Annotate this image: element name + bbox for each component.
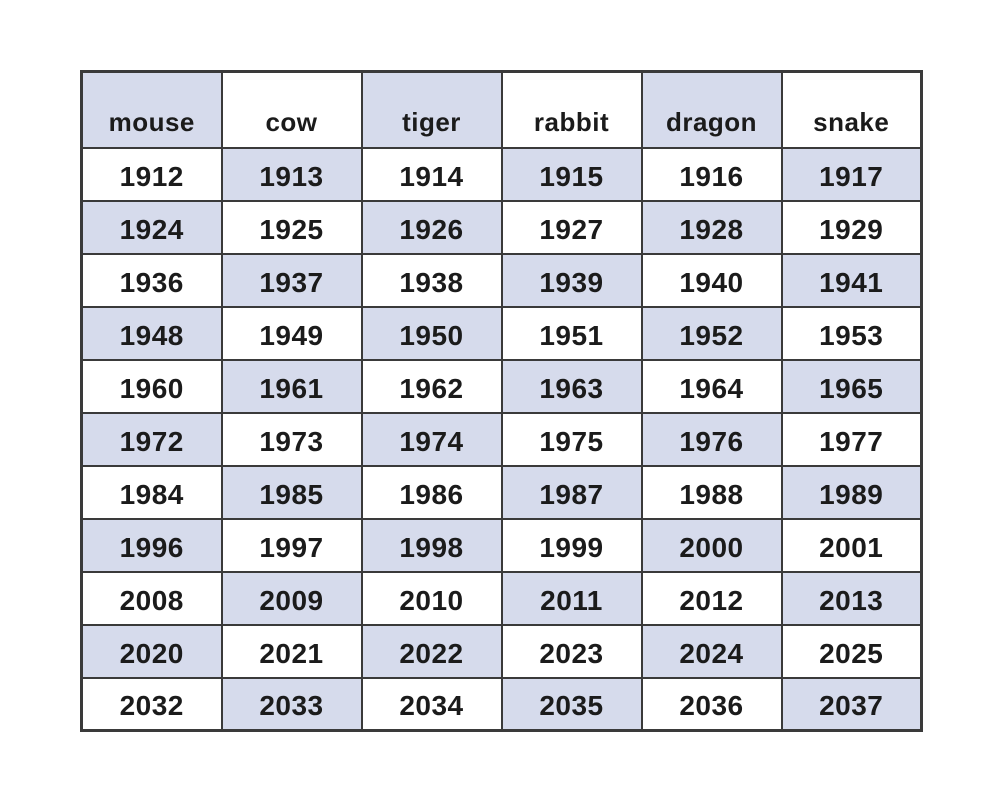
header-row: mouse cow tiger rabbit dragon snake: [80, 70, 923, 149]
year-cell: 2032: [80, 676, 223, 732]
year-cell: 2024: [640, 623, 783, 679]
year-cell: 1997: [220, 517, 363, 573]
year-cell: 2013: [780, 570, 923, 626]
zodiac-table-header: mouse cow tiger rabbit dragon snake: [80, 70, 923, 149]
year-cell: 1937: [220, 252, 363, 308]
year-cell: 2022: [360, 623, 503, 679]
year-cell: 2012: [640, 570, 783, 626]
table-row: 1960 1961 1962 1963 1964 1965: [80, 358, 923, 414]
year-cell: 2035: [500, 676, 643, 732]
year-cell: 1940: [640, 252, 783, 308]
year-cell: 1965: [780, 358, 923, 414]
year-cell: 1972: [80, 411, 223, 467]
table-row: 1996 1997 1998 1999 2000 2001: [80, 517, 923, 573]
year-cell: 1948: [80, 305, 223, 361]
year-cell: 1986: [360, 464, 503, 520]
year-cell: 1936: [80, 252, 223, 308]
table-row: 1936 1937 1938 1939 1940 1941: [80, 252, 923, 308]
year-cell: 1974: [360, 411, 503, 467]
table-row: 1924 1925 1926 1927 1928 1929: [80, 199, 923, 255]
year-cell: 1949: [220, 305, 363, 361]
year-cell: 2023: [500, 623, 643, 679]
year-cell: 1964: [640, 358, 783, 414]
zodiac-table-body: 1912 1913 1914 1915 1916 1917 1924 1925 1926 1927…: [80, 146, 923, 732]
table-row: 2032 2033 2034 2035 2036 2037: [80, 676, 923, 732]
year-cell: 2037: [780, 676, 923, 732]
year-cell: 1941: [780, 252, 923, 308]
table-row: 2008 2009 2010 2011 2012 2013: [80, 570, 923, 626]
year-cell: 1973: [220, 411, 363, 467]
year-cell: 1984: [80, 464, 223, 520]
column-header-mouse: mouse: [80, 70, 223, 149]
year-cell: 2033: [220, 676, 363, 732]
year-cell: 1927: [500, 199, 643, 255]
table-row: 1972 1973 1974 1975 1976 1977: [80, 411, 923, 467]
column-header-rabbit: rabbit: [500, 70, 643, 149]
column-header-snake: snake: [780, 70, 923, 149]
year-cell: 1916: [640, 146, 783, 202]
year-cell: 1925: [220, 199, 363, 255]
year-cell: 1924: [80, 199, 223, 255]
year-cell: 2025: [780, 623, 923, 679]
year-cell: 1938: [360, 252, 503, 308]
table-row: 2020 2021 2022 2023 2024 2025: [80, 623, 923, 679]
year-cell: 1977: [780, 411, 923, 467]
year-cell: 2010: [360, 570, 503, 626]
year-cell: 1985: [220, 464, 363, 520]
column-header-dragon: dragon: [640, 70, 783, 149]
year-cell: 1926: [360, 199, 503, 255]
year-cell: 1939: [500, 252, 643, 308]
year-cell: 1952: [640, 305, 783, 361]
year-cell: 2036: [640, 676, 783, 732]
zodiac-table: mouse cow tiger rabbit dragon snake 1912 1913 1…: [80, 70, 923, 732]
table-row: 1984 1985 1986 1987 1988 1989: [80, 464, 923, 520]
year-cell: 2009: [220, 570, 363, 626]
column-header-cow: cow: [220, 70, 363, 149]
year-cell: 2020: [80, 623, 223, 679]
year-cell: 1961: [220, 358, 363, 414]
year-cell: 1953: [780, 305, 923, 361]
year-cell: 1950: [360, 305, 503, 361]
year-cell: 1960: [80, 358, 223, 414]
year-cell: 1976: [640, 411, 783, 467]
year-cell: 2021: [220, 623, 363, 679]
year-cell: 1914: [360, 146, 503, 202]
year-cell: 1917: [780, 146, 923, 202]
year-cell: 1996: [80, 517, 223, 573]
year-cell: 1989: [780, 464, 923, 520]
year-cell: 1963: [500, 358, 643, 414]
year-cell: 1951: [500, 305, 643, 361]
year-cell: 1998: [360, 517, 503, 573]
year-cell: 1987: [500, 464, 643, 520]
year-cell: 1915: [500, 146, 643, 202]
year-cell: 1962: [360, 358, 503, 414]
zodiac-year-table: mouse cow tiger rabbit dragon snake 1912 1913 1…: [80, 70, 923, 732]
table-row: 1948 1949 1950 1951 1952 1953: [80, 305, 923, 361]
year-cell: 1999: [500, 517, 643, 573]
year-cell: 2000: [640, 517, 783, 573]
year-cell: 2011: [500, 570, 643, 626]
year-cell: 2001: [780, 517, 923, 573]
year-cell: 1912: [80, 146, 223, 202]
year-cell: 1913: [220, 146, 363, 202]
year-cell: 1988: [640, 464, 783, 520]
column-header-tiger: tiger: [360, 70, 503, 149]
table-row: 1912 1913 1914 1915 1916 1917: [80, 146, 923, 202]
year-cell: 1928: [640, 199, 783, 255]
year-cell: 2008: [80, 570, 223, 626]
year-cell: 2034: [360, 676, 503, 732]
year-cell: 1975: [500, 411, 643, 467]
year-cell: 1929: [780, 199, 923, 255]
